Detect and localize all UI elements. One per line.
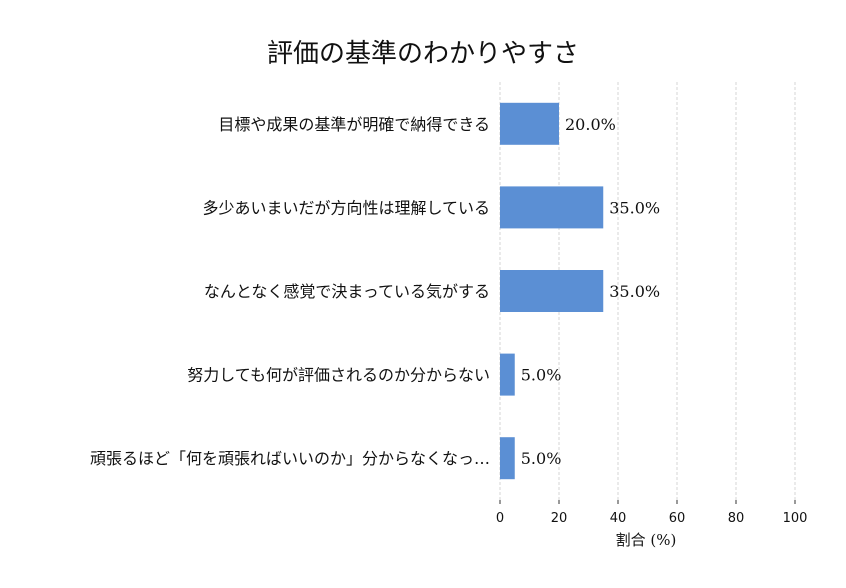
- bars: [500, 102, 604, 480]
- chart-title: 評価の基準のわかりやすさ: [267, 39, 579, 69]
- bar: [500, 437, 515, 480]
- data-label: 20.0%: [565, 115, 616, 134]
- data-label: 35.0%: [609, 198, 660, 217]
- x-tick-label: 20: [551, 511, 568, 526]
- category-label: 目標や成果の基準が明確で納得できる: [218, 115, 490, 134]
- category-label: 多少あいまいだが方向性は理解している: [202, 198, 490, 217]
- x-tick-label: 80: [728, 511, 745, 526]
- category-label: 頑張るほど「何を頑張ればいいのか」分からなくなっ…: [90, 449, 490, 468]
- bar: [500, 186, 604, 229]
- data-label: 35.0%: [609, 282, 660, 301]
- x-tick-label: 60: [669, 511, 686, 526]
- x-tick-label: 40: [610, 511, 627, 526]
- x-tick-label: 0: [496, 511, 504, 526]
- bar: [500, 102, 559, 145]
- x-tick-label: 100: [783, 511, 808, 526]
- bar: [500, 353, 515, 396]
- data-label: 5.0%: [521, 366, 562, 385]
- category-label: なんとなく感覚で決まっている気がする: [204, 282, 490, 301]
- x-tick-labels: 0 20 40 60 80 100: [496, 500, 808, 526]
- category-label: 努力しても何が評価されるのか分からない: [187, 366, 490, 385]
- data-labels: 20.0% 35.0% 35.0% 5.0% 5.0%: [521, 115, 660, 468]
- x-axis-label: 割合 (%): [616, 531, 677, 549]
- category-labels: 目標や成果の基準が明確で納得できる多少あいまいだが方向性は理解しているなんとなく…: [90, 115, 490, 468]
- bar: [500, 270, 604, 312]
- data-label: 5.0%: [521, 449, 562, 468]
